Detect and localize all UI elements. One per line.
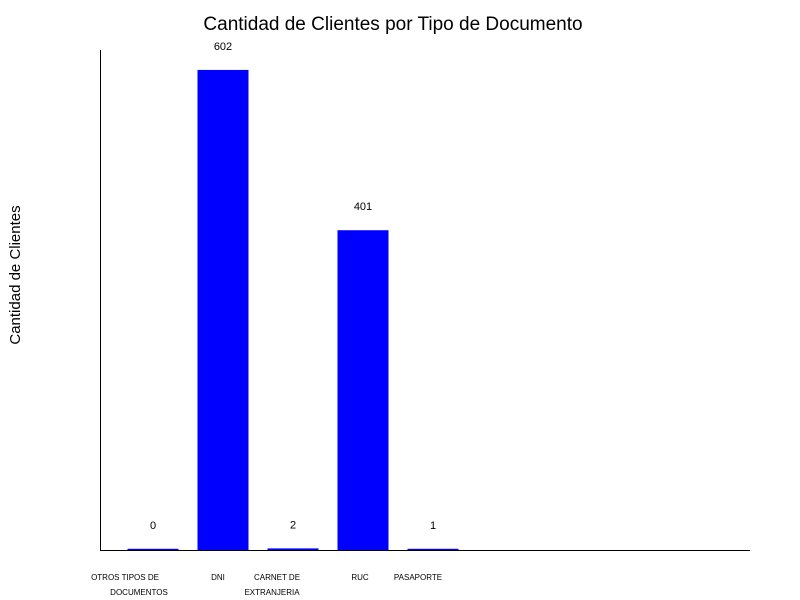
data-label-2: 2 bbox=[290, 519, 296, 531]
bar-0 bbox=[127, 548, 179, 550]
bar-3 bbox=[337, 230, 389, 551]
x-tick-label-2-line-0: CARNET DE bbox=[254, 573, 300, 582]
data-label-0: 0 bbox=[150, 520, 156, 532]
x-tick-label-4-line-0: PASAPORTE bbox=[394, 573, 442, 582]
x-tick-label-0-line-1: DOCUMENTOS bbox=[110, 588, 168, 597]
x-tick-label-3-line-0: RUC bbox=[351, 573, 369, 582]
x-tick-label-1-line-0: DNI bbox=[211, 573, 225, 582]
chart-title: Cantidad de Clientes por Tipo de Documen… bbox=[203, 14, 582, 35]
bar-4 bbox=[407, 548, 459, 550]
data-label-4: 1 bbox=[430, 520, 436, 532]
x-tick-label-0-line-0: OTROS TIPOS DE bbox=[91, 573, 159, 582]
bars-group bbox=[127, 69, 459, 551]
data-label-3: 401 bbox=[354, 201, 372, 213]
bar-2 bbox=[267, 548, 319, 550]
x-tick-labels-group: OTROS TIPOS DE DOCUMENTOS DNI CARNET DE EXTR… bbox=[91, 573, 442, 597]
data-label-1: 602 bbox=[214, 41, 232, 53]
data-labels-group: 0 602 2 401 1 bbox=[150, 41, 436, 532]
x-tick-label-2-line-1: EXTRANJERIA bbox=[244, 588, 300, 597]
bar-1 bbox=[197, 69, 249, 550]
y-axis-label: Cantidad de Clientes bbox=[7, 205, 24, 344]
